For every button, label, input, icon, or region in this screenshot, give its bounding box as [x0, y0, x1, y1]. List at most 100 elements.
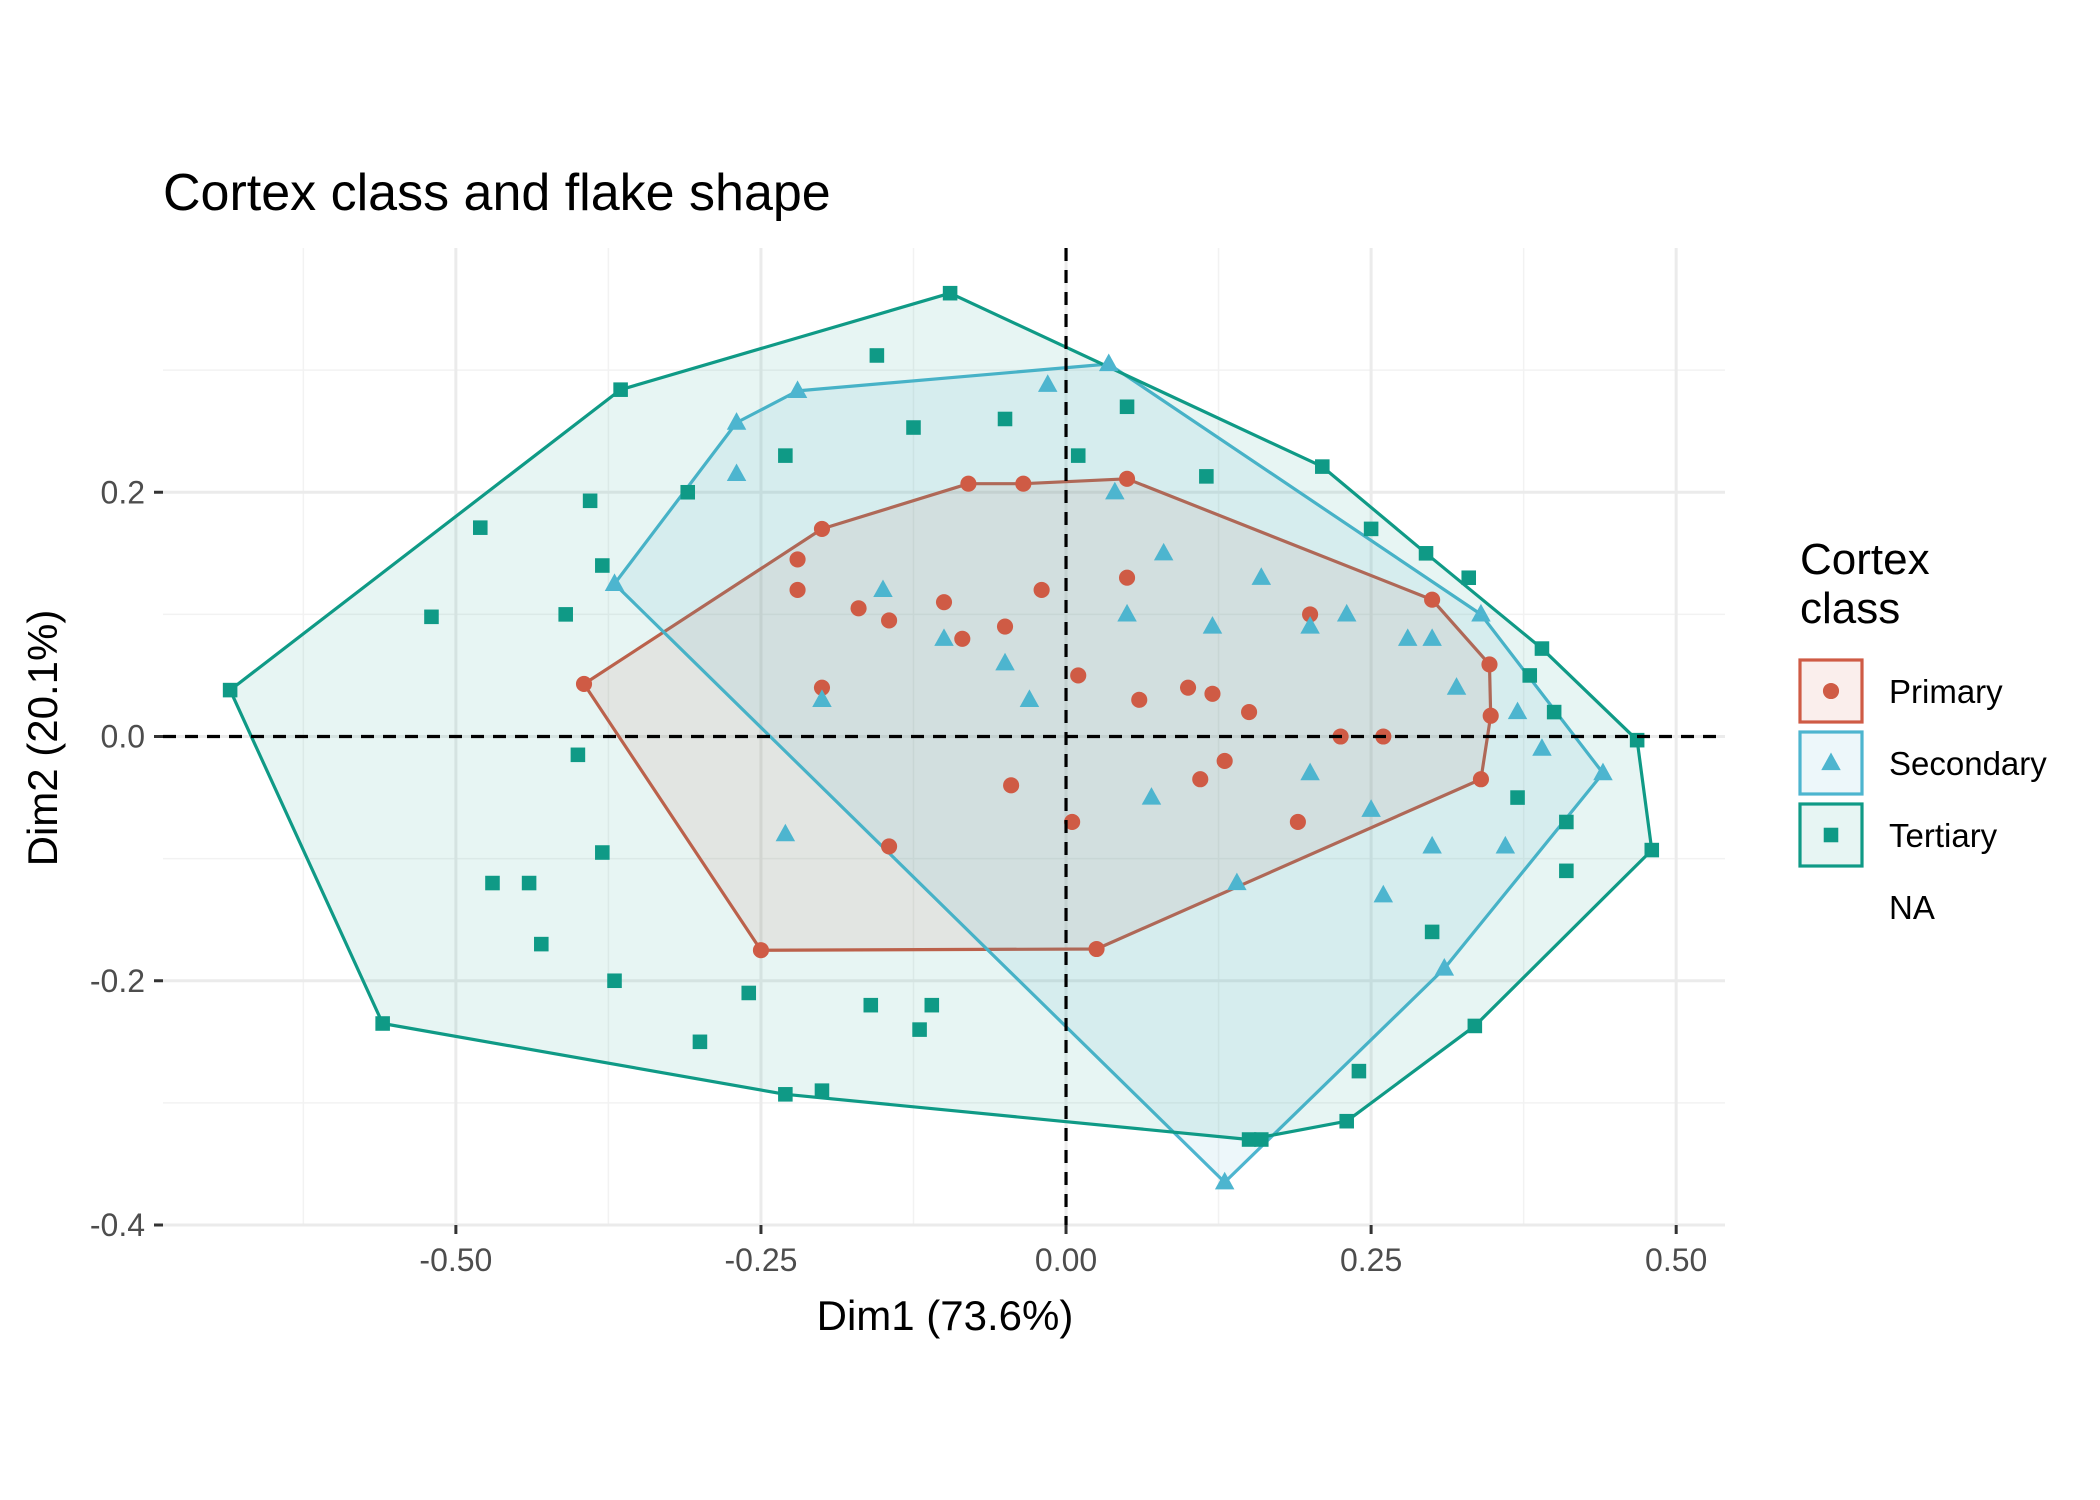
point-tertiary-47	[595, 558, 610, 573]
point-secondary-2	[1434, 958, 1455, 976]
y-tick-label-0: -0.4	[90, 1207, 145, 1243]
point-secondary-24	[1361, 799, 1381, 817]
point-tertiary-19	[595, 845, 610, 860]
series-tertiary	[222, 285, 1660, 1147]
legend-item-secondary: Secondary	[1798, 730, 2047, 796]
point-primary-5	[1481, 656, 1498, 673]
legend: Cortex class Primary Secondary Tertiary NA	[1798, 535, 2047, 926]
point-tertiary-34	[1559, 814, 1574, 830]
point-secondary-28	[1141, 787, 1162, 805]
point-tertiary-35	[1559, 863, 1574, 879]
legend-item-primary: Primary	[1798, 658, 2003, 724]
point-secondary-8	[1037, 374, 1058, 392]
point-tertiary-3	[1241, 1132, 1257, 1147]
point-tertiary-28	[912, 1022, 927, 1037]
point-secondary-30	[1202, 616, 1223, 634]
legend-label-primary: Primary	[1889, 673, 2003, 710]
point-tertiary-2	[778, 1087, 793, 1102]
legend-label-tertiary: Tertiary	[1889, 817, 1998, 854]
point-secondary-31	[1117, 603, 1137, 622]
point-tertiary-11	[942, 285, 958, 301]
point-tertiary-36	[1546, 704, 1562, 720]
point-primary-18	[1070, 667, 1087, 684]
point-secondary-6	[787, 380, 808, 398]
x-tick-label-1: -0.25	[724, 1242, 797, 1278]
point-secondary-21	[1446, 677, 1467, 695]
point-primary-6	[1424, 591, 1441, 608]
point-tertiary-5	[1467, 1018, 1483, 1034]
point-secondary-5	[1098, 353, 1119, 372]
point-secondary-34	[1300, 762, 1320, 781]
point-tertiary-13	[869, 348, 885, 363]
point-tertiary-24	[692, 1034, 708, 1050]
point-tertiary-31	[1351, 1063, 1367, 1079]
legend-items: Primary Secondary Tertiary NA	[1798, 658, 2047, 926]
point-primary-21	[1204, 685, 1221, 702]
point-tertiary-10	[1315, 459, 1330, 474]
point-tertiary-6	[1644, 842, 1660, 858]
point-secondary-3	[1593, 762, 1613, 781]
legend-marker-secondary	[1821, 752, 1841, 771]
legend-item-tertiary: Tertiary	[1798, 802, 1998, 868]
legend-marker-tertiary	[1823, 827, 1839, 843]
point-primary-16	[996, 618, 1014, 635]
x-tick-label-4: 0.50	[1645, 1242, 1707, 1278]
y-tick-label-1: -0.2	[90, 963, 145, 999]
point-secondary-13	[995, 652, 1015, 671]
point-secondary-15	[1153, 542, 1174, 561]
point-primary-31	[813, 679, 831, 696]
point-tertiary-32	[1424, 924, 1440, 940]
point-primary-8	[1015, 475, 1032, 492]
point-tertiary-14	[906, 420, 921, 435]
point-tertiary-40	[1070, 448, 1086, 463]
legend-label-na: NA	[1889, 889, 1935, 926]
x-axis-title: Dim1 (73.6%)	[817, 1292, 1074, 1339]
point-tertiary-25	[814, 1083, 830, 1098]
point-primary-32	[1302, 606, 1319, 623]
point-secondary-27	[1495, 835, 1516, 854]
point-primary-0	[575, 675, 593, 693]
point-secondary-25	[1373, 884, 1394, 903]
point-tertiary-44	[680, 484, 696, 500]
point-primary-15	[954, 630, 971, 647]
y-tick-label-3: 0.2	[101, 474, 145, 510]
legend-title-line-1: Cortex	[1800, 535, 1930, 584]
point-secondary-20	[1422, 628, 1442, 646]
point-tertiary-17	[473, 520, 488, 535]
point-secondary-33	[1227, 872, 1247, 891]
legend-marker-primary	[1822, 682, 1840, 700]
point-primary-13	[881, 612, 898, 629]
point-tertiary-30	[1254, 1132, 1269, 1147]
legend-label-secondary: Secondary	[1889, 745, 2047, 782]
point-tertiary-8	[1534, 641, 1550, 656]
point-primary-22	[1241, 704, 1258, 721]
hull-tertiary	[228, 291, 1654, 1142]
point-primary-14	[935, 594, 953, 611]
point-secondary-16	[1251, 567, 1272, 585]
point-tertiary-46	[558, 607, 573, 622]
point-primary-24	[1192, 771, 1209, 788]
x-tick-label-2: 0.00	[1035, 1242, 1097, 1278]
point-tertiary-22	[534, 936, 549, 952]
point-secondary-10	[812, 689, 832, 707]
point-primary-27	[881, 838, 898, 855]
point-primary-4	[1482, 707, 1499, 724]
x-tick-label-0: -0.50	[419, 1242, 492, 1278]
legend-item-na: NA	[1889, 889, 1935, 926]
y-tick-label-2: 0.0	[101, 719, 145, 755]
point-tertiary-16	[424, 609, 439, 625]
point-secondary-18	[1336, 603, 1357, 622]
point-primary-28	[1003, 777, 1020, 794]
point-tertiary-12	[613, 382, 628, 397]
point-primary-9	[960, 475, 977, 492]
point-tertiary-0	[222, 682, 238, 698]
reference-lines	[163, 248, 1725, 1225]
point-primary-23	[1216, 752, 1233, 769]
point-primary-7	[1118, 470, 1136, 487]
point-tertiary-45	[582, 493, 598, 509]
point-tertiary-39	[1363, 521, 1379, 537]
point-tertiary-42	[1119, 399, 1135, 415]
point-tertiary-20	[521, 875, 537, 891]
point-primary-3	[1472, 771, 1489, 788]
y-axis-title: Dim2 (20.1%)	[19, 610, 66, 867]
